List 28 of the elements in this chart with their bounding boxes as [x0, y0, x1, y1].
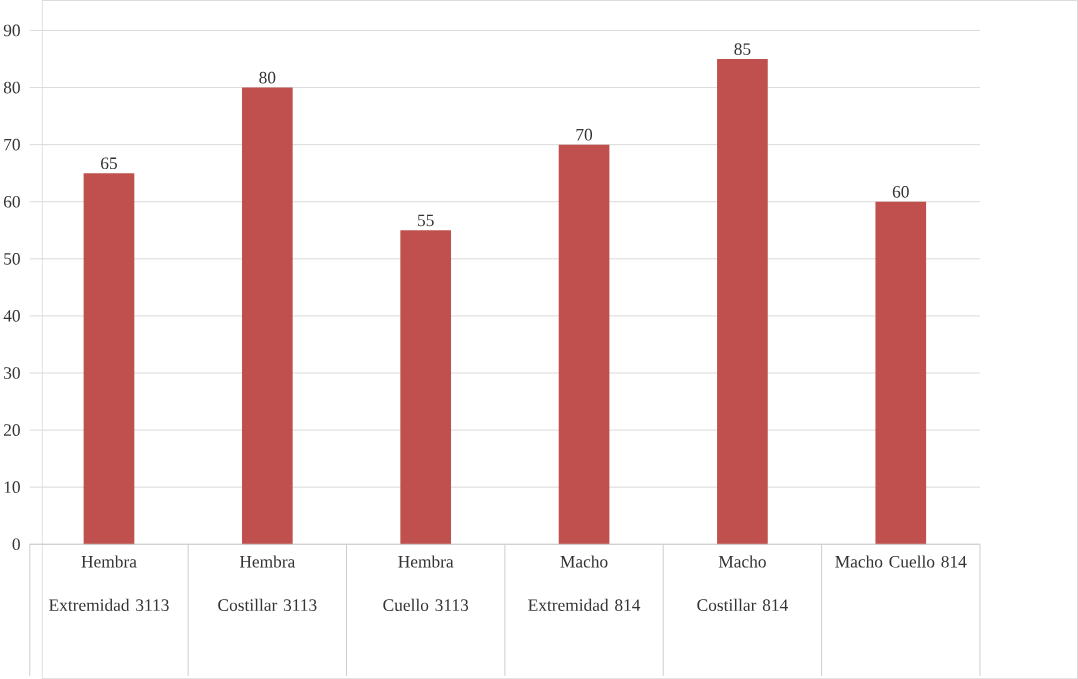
data-label: 60: [892, 185, 909, 198]
data-label: 65: [101, 157, 117, 170]
y-tick-label: 90: [3, 24, 20, 37]
data-label: 70: [576, 128, 593, 141]
y-tick-label: 20: [3, 424, 20, 436]
bar: [717, 58, 768, 545]
data-label: 55: [418, 214, 434, 227]
y-tick-label: 30: [4, 367, 20, 379]
category-label: Hembra Costillar 3113: [218, 555, 317, 611]
data-label: 85: [734, 43, 751, 55]
y-tick-label: 60: [3, 195, 20, 208]
bar: [558, 144, 610, 545]
bar: [241, 87, 293, 545]
data-label: 80: [259, 71, 276, 84]
bar: [400, 230, 452, 545]
category-label: Macho Costillar 814: [697, 555, 788, 611]
y-tick-label: 70: [4, 138, 20, 151]
x-tick-label: Macho Cuello 814: [835, 555, 967, 568]
category-label: Hembra Cuello 3113: [383, 555, 469, 611]
bar: [875, 201, 927, 545]
y-tick-label: 80: [3, 81, 20, 94]
y-tick-label: 40: [3, 309, 20, 322]
y-tick-label: 10: [4, 481, 20, 493]
y-tick-label: 50: [4, 252, 20, 265]
y-tick-label: 0: [12, 538, 20, 550]
category-label: Hembra Extremidad 3113: [49, 555, 169, 611]
bar: [83, 173, 135, 545]
category-label: Macho Extremidad 814: [528, 555, 641, 611]
